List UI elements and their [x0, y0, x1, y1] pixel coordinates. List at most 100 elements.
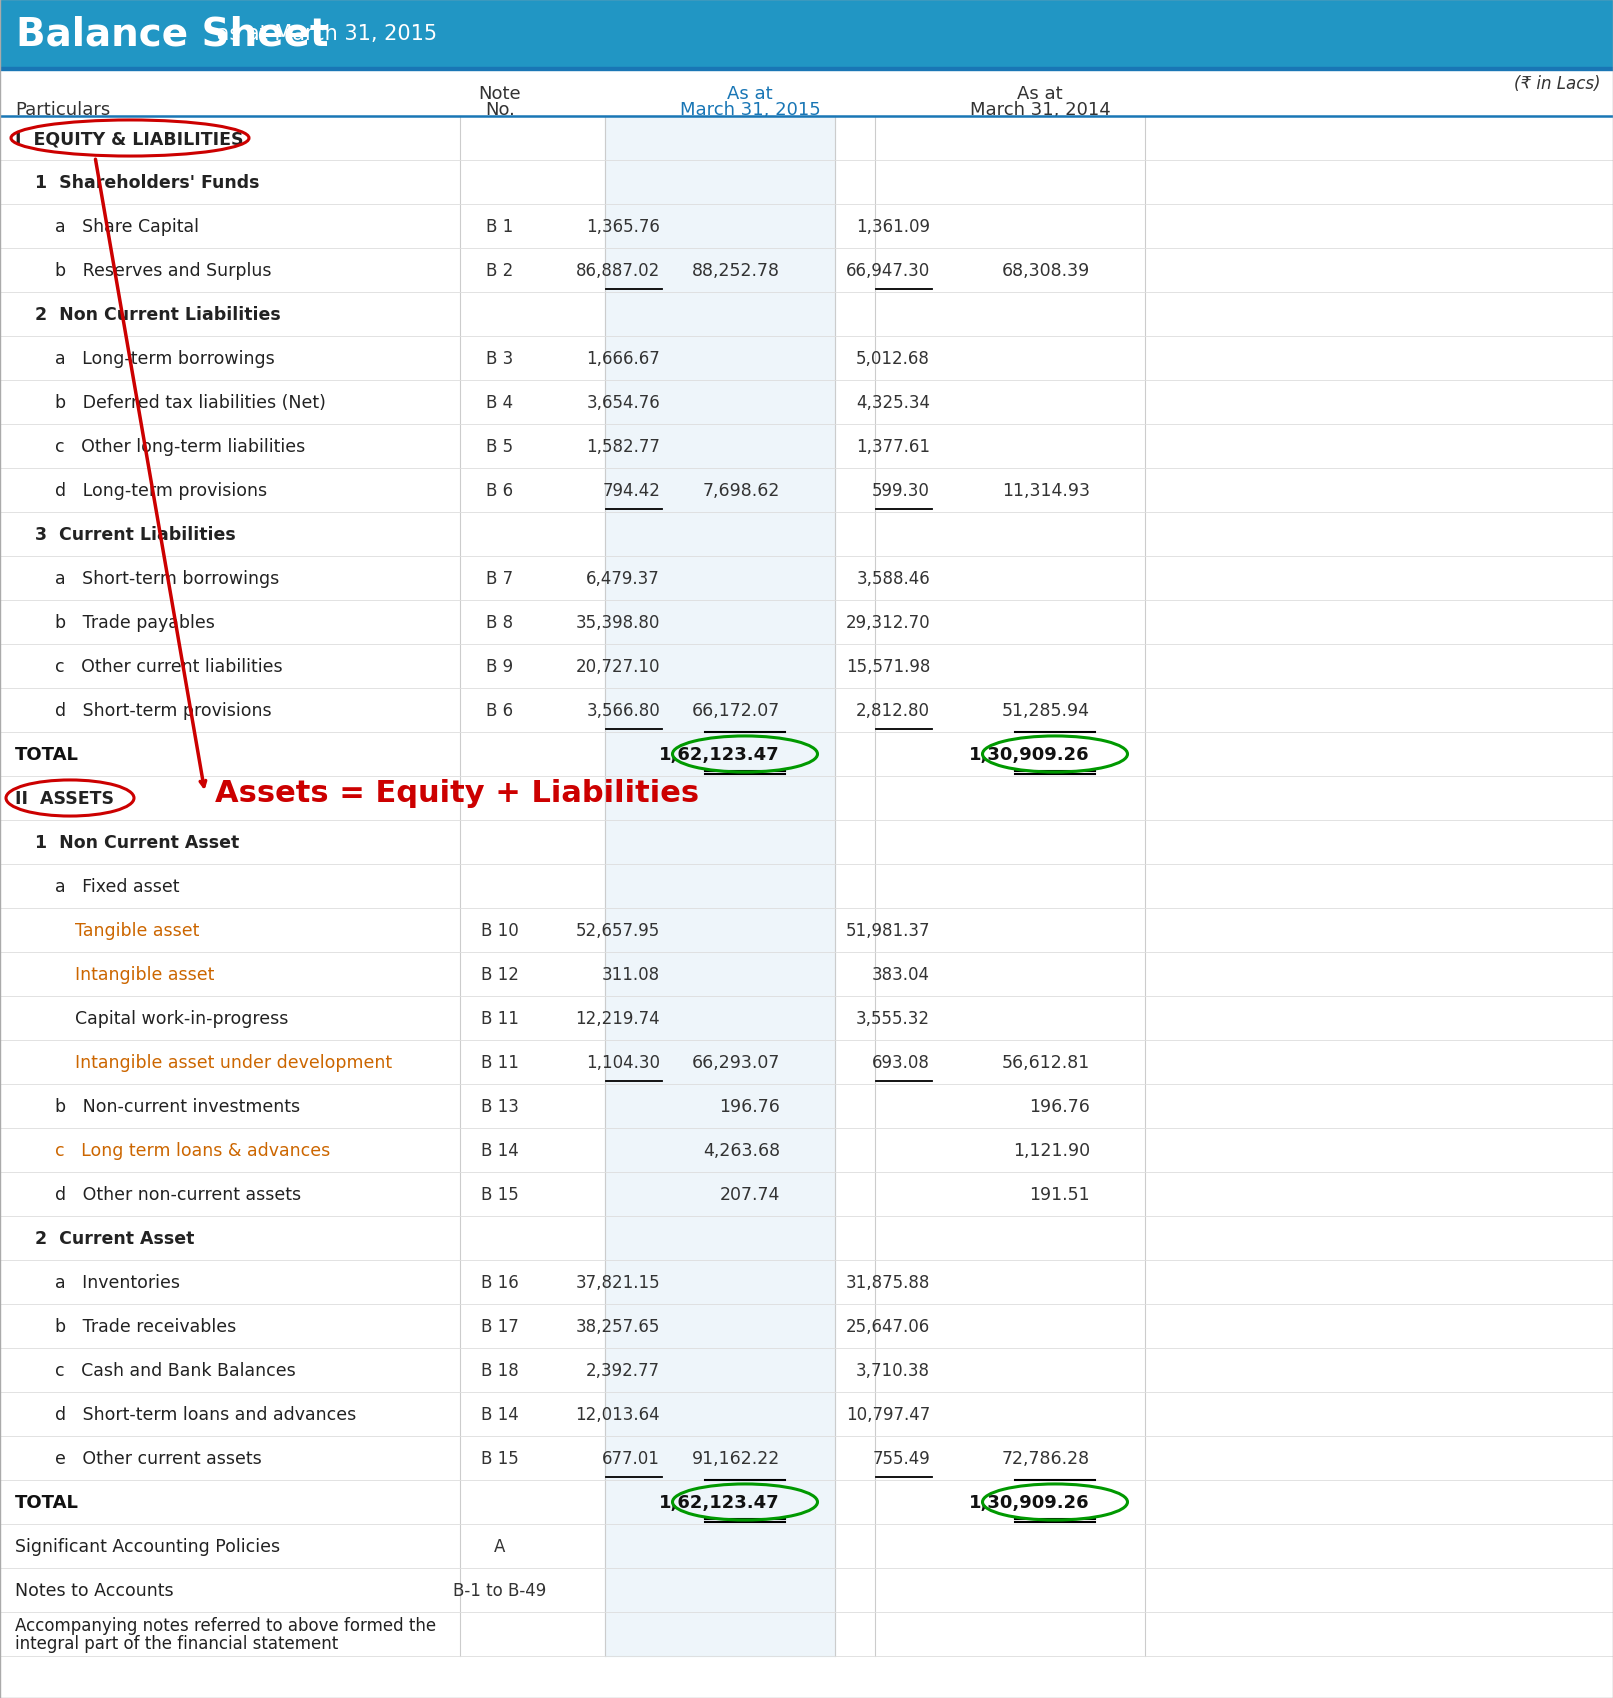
Text: 2  Non Current Liabilities: 2 Non Current Liabilities: [35, 306, 281, 324]
Text: 51,285.94: 51,285.94: [1002, 701, 1090, 720]
Text: B 15: B 15: [481, 1185, 519, 1204]
Text: 794.42: 794.42: [602, 482, 660, 499]
Text: Capital work-in-progress: Capital work-in-progress: [74, 1009, 289, 1027]
Text: d   Short-term provisions: d Short-term provisions: [55, 701, 271, 720]
Text: a   Short-term borrowings: a Short-term borrowings: [55, 569, 279, 588]
Text: 1,377.61: 1,377.61: [857, 438, 931, 455]
Text: 66,947.30: 66,947.30: [845, 261, 931, 280]
Bar: [0, 0, 1613, 68]
Text: 1  Shareholders' Funds: 1 Shareholders' Funds: [35, 173, 260, 192]
Text: 2,812.80: 2,812.80: [857, 701, 931, 720]
Text: B 11: B 11: [481, 1053, 519, 1071]
Text: 52,657.95: 52,657.95: [576, 922, 660, 939]
Text: Notes to Accounts: Notes to Accounts: [15, 1581, 174, 1600]
Text: d   Short-term loans and advances: d Short-term loans and advances: [55, 1406, 356, 1423]
Text: b   Reserves and Surplus: b Reserves and Surplus: [55, 261, 271, 280]
Text: d   Long-term provisions: d Long-term provisions: [55, 482, 268, 499]
Text: 12,219.74: 12,219.74: [576, 1009, 660, 1027]
Text: 1,104.30: 1,104.30: [586, 1053, 660, 1071]
Text: 599.30: 599.30: [873, 482, 931, 499]
Text: Particulars: Particulars: [15, 100, 110, 119]
Bar: [605, 117, 836, 1656]
Text: 1,582.77: 1,582.77: [586, 438, 660, 455]
Text: 191.51: 191.51: [1029, 1185, 1090, 1204]
Text: Intangible asset under development: Intangible asset under development: [74, 1053, 392, 1071]
Text: 15,571.98: 15,571.98: [845, 657, 931, 676]
Text: March 31, 2014: March 31, 2014: [969, 100, 1110, 119]
Text: a   Fixed asset: a Fixed asset: [55, 878, 179, 895]
Text: Intangible asset: Intangible asset: [74, 966, 215, 983]
Text: 4,325.34: 4,325.34: [857, 394, 931, 411]
Text: B 11: B 11: [481, 1009, 519, 1027]
Text: B 6: B 6: [487, 482, 513, 499]
Text: 1,365.76: 1,365.76: [586, 217, 660, 236]
Text: 1,30,909.26: 1,30,909.26: [969, 1493, 1090, 1511]
Text: c   Other long-term liabilities: c Other long-term liabilities: [55, 438, 305, 455]
Text: 29,312.70: 29,312.70: [845, 613, 931, 632]
Text: B 14: B 14: [481, 1141, 519, 1160]
Text: Balance Sheet: Balance Sheet: [16, 15, 329, 53]
Text: B 8: B 8: [487, 613, 513, 632]
Text: B 13: B 13: [481, 1097, 519, 1116]
Text: a   Long-term borrowings: a Long-term borrowings: [55, 350, 274, 368]
Text: 12,013.64: 12,013.64: [576, 1406, 660, 1423]
Text: b   Deferred tax liabilities (Net): b Deferred tax liabilities (Net): [55, 394, 326, 411]
Text: TOTAL: TOTAL: [15, 745, 79, 764]
Text: 51,981.37: 51,981.37: [845, 922, 931, 939]
Text: (₹ in Lacs): (₹ in Lacs): [1513, 75, 1600, 93]
Text: No.: No.: [486, 100, 515, 119]
Text: 86,887.02: 86,887.02: [576, 261, 660, 280]
Text: A: A: [494, 1537, 506, 1555]
Text: as at March 31, 2015: as at March 31, 2015: [210, 24, 437, 44]
Text: B 17: B 17: [481, 1318, 519, 1335]
Text: 311.08: 311.08: [602, 966, 660, 983]
Text: 35,398.80: 35,398.80: [576, 613, 660, 632]
Text: As at: As at: [1018, 85, 1063, 104]
Text: B 12: B 12: [481, 966, 519, 983]
Text: c   Long term loans & advances: c Long term loans & advances: [55, 1141, 331, 1160]
Text: B 3: B 3: [487, 350, 513, 368]
Text: 677.01: 677.01: [602, 1448, 660, 1467]
Text: 1,62,123.47: 1,62,123.47: [660, 1493, 781, 1511]
Text: 2,392.77: 2,392.77: [586, 1362, 660, 1379]
Text: B 10: B 10: [481, 922, 519, 939]
Text: 1  Non Current Asset: 1 Non Current Asset: [35, 834, 239, 851]
Text: Significant Accounting Policies: Significant Accounting Policies: [15, 1537, 281, 1555]
Text: B 14: B 14: [481, 1406, 519, 1423]
Text: B 5: B 5: [487, 438, 513, 455]
Text: I  EQUITY & LIABILITIES: I EQUITY & LIABILITIES: [15, 131, 244, 148]
Text: 207.74: 207.74: [719, 1185, 781, 1204]
Text: B 16: B 16: [481, 1274, 519, 1290]
Text: 88,252.78: 88,252.78: [692, 261, 781, 280]
Text: 37,821.15: 37,821.15: [576, 1274, 660, 1290]
Text: 6,479.37: 6,479.37: [586, 569, 660, 588]
Text: b   Trade payables: b Trade payables: [55, 613, 215, 632]
Text: B 7: B 7: [487, 569, 513, 588]
Text: TOTAL: TOTAL: [15, 1493, 79, 1511]
Text: 383.04: 383.04: [873, 966, 931, 983]
Text: Assets = Equity + Liabilities: Assets = Equity + Liabilities: [215, 779, 698, 808]
Text: 693.08: 693.08: [873, 1053, 931, 1071]
Text: c   Cash and Bank Balances: c Cash and Bank Balances: [55, 1362, 295, 1379]
Text: 7,698.62: 7,698.62: [703, 482, 781, 499]
Text: B 1: B 1: [487, 217, 513, 236]
Text: 3,555.32: 3,555.32: [857, 1009, 931, 1027]
Text: B 6: B 6: [487, 701, 513, 720]
Text: 3,588.46: 3,588.46: [857, 569, 931, 588]
Text: Note: Note: [479, 85, 521, 104]
Text: 68,308.39: 68,308.39: [1002, 261, 1090, 280]
Text: 91,162.22: 91,162.22: [692, 1448, 781, 1467]
Text: 1,30,909.26: 1,30,909.26: [969, 745, 1090, 764]
Text: B 15: B 15: [481, 1448, 519, 1467]
Text: B 9: B 9: [487, 657, 513, 676]
Text: 196.76: 196.76: [719, 1097, 781, 1116]
Text: 1,121.90: 1,121.90: [1013, 1141, 1090, 1160]
Text: 3,654.76: 3,654.76: [586, 394, 660, 411]
Text: March 31, 2015: March 31, 2015: [679, 100, 821, 119]
Text: B 4: B 4: [487, 394, 513, 411]
Text: 1,666.67: 1,666.67: [586, 350, 660, 368]
Text: 38,257.65: 38,257.65: [576, 1318, 660, 1335]
Text: 20,727.10: 20,727.10: [576, 657, 660, 676]
Text: 11,314.93: 11,314.93: [1002, 482, 1090, 499]
Text: e   Other current assets: e Other current assets: [55, 1448, 261, 1467]
